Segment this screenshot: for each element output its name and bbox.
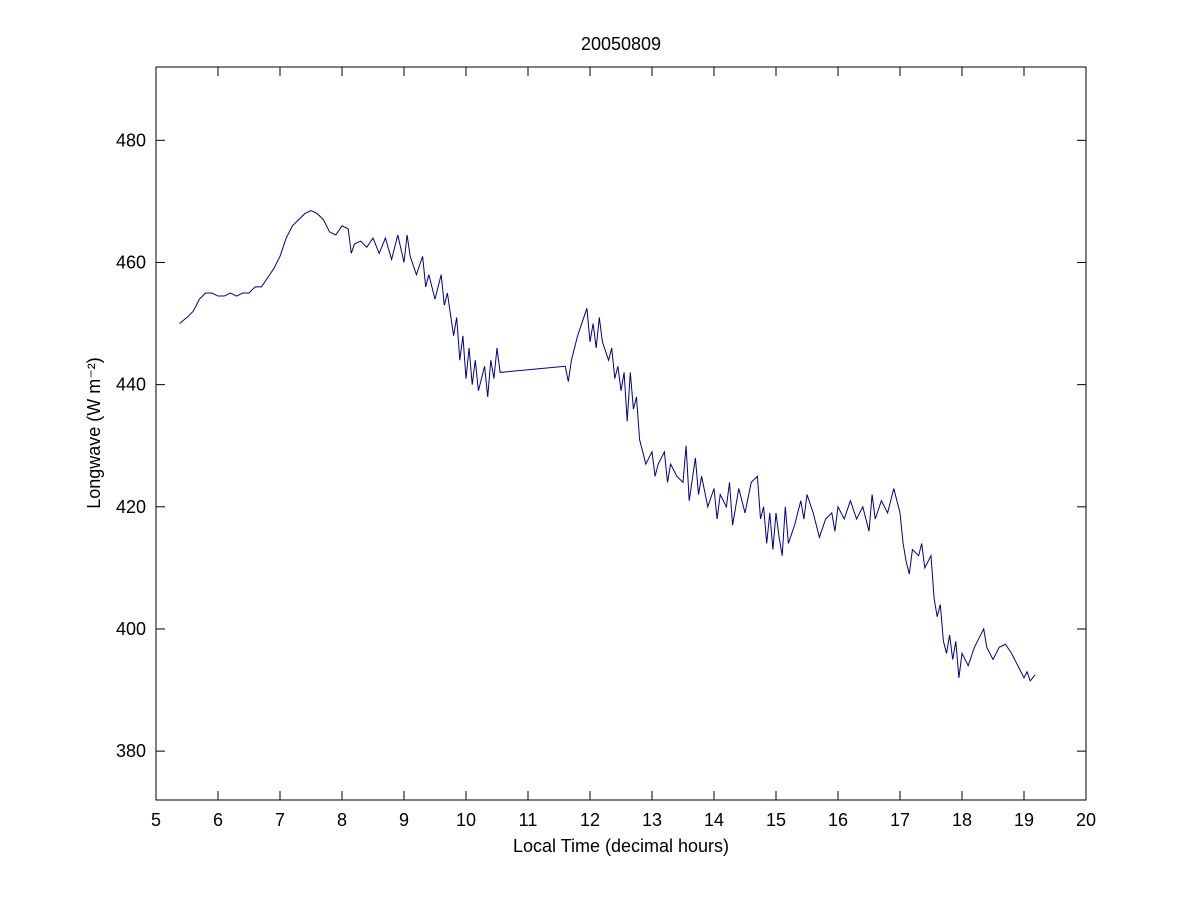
x-tick-label: 13: [642, 810, 662, 830]
x-tick-label: 11: [519, 810, 538, 830]
x-tick-label: 15: [766, 810, 786, 830]
y-tick-label: 400: [116, 619, 146, 639]
y-tick-label: 380: [116, 741, 146, 761]
data-line: [179, 209, 1036, 682]
y-tick-label: 480: [116, 130, 146, 150]
x-tick-label: 17: [890, 810, 910, 830]
x-tick-label: 14: [704, 810, 724, 830]
y-tick-label: 440: [116, 375, 146, 395]
x-tick-label: 6: [213, 810, 223, 830]
x-tick-label: 5: [151, 810, 161, 830]
x-tick-label: 19: [1014, 810, 1034, 830]
x-tick-label: 9: [399, 810, 409, 830]
y-tick-label: 420: [116, 497, 146, 517]
plot-frame: [155, 66, 1087, 801]
x-tick-label: 16: [828, 810, 848, 830]
chart-title: 20050809: [581, 34, 661, 54]
x-tick-label: 8: [337, 810, 347, 830]
y-axis-label: Longwave (W m⁻²): [84, 357, 104, 509]
y-tick-label: 460: [116, 252, 146, 272]
x-tick-label: 10: [456, 810, 476, 830]
x-tick-label: 12: [580, 810, 600, 830]
x-axis-label: Local Time (decimal hours): [513, 836, 729, 856]
x-tick-label: 20: [1076, 810, 1096, 830]
x-tick-label: 7: [275, 810, 285, 830]
x-tick-label: 18: [952, 810, 972, 830]
